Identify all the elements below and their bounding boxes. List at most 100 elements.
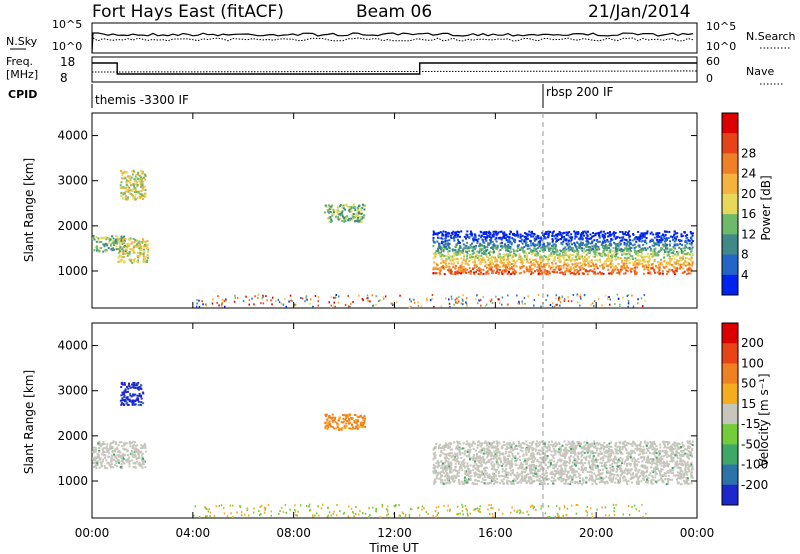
scatter-cell <box>134 462 137 465</box>
scatter-cell <box>660 261 663 264</box>
scatter-cell <box>595 263 597 266</box>
scatter-cell <box>342 207 345 210</box>
scatter-cell <box>651 254 654 257</box>
scatter-cell <box>116 242 119 245</box>
scatter-cell <box>484 304 487 307</box>
scatter-cell <box>454 249 456 252</box>
scatter-cell <box>663 253 666 256</box>
scatter-cell <box>593 245 596 248</box>
scatter-cell <box>344 216 347 219</box>
scatter-cell <box>494 446 497 449</box>
scatter-cell <box>625 238 628 241</box>
scatter-cell <box>646 260 649 263</box>
scatter-cell <box>691 440 694 443</box>
scatter-cell <box>583 259 586 262</box>
scatter-cell <box>461 482 464 485</box>
scatter-cell <box>670 258 673 260</box>
scatter-cell <box>123 454 126 457</box>
scatter-cell <box>442 234 445 237</box>
scatter-cell <box>479 242 482 245</box>
scatter-cell <box>555 303 557 306</box>
scatter-cell <box>353 220 356 223</box>
scatter-cell <box>558 257 561 259</box>
scatter-cell <box>684 239 687 242</box>
scatter-cell <box>120 170 122 172</box>
scatter-cell <box>448 461 450 464</box>
scatter-cell <box>98 457 101 460</box>
scatter-cell <box>131 383 133 386</box>
scatter-cell <box>607 449 610 452</box>
scatter-cell <box>123 448 126 451</box>
scatter-cell <box>689 242 691 245</box>
scatter-cell <box>602 230 605 233</box>
colorbar-tick-label: 24 <box>741 167 756 181</box>
scatter-cell <box>617 247 620 250</box>
scatter-cell <box>462 294 464 297</box>
scatter-cell <box>547 230 550 233</box>
scatter-cell <box>341 427 344 429</box>
scatter-cell <box>663 251 666 253</box>
scatter-cell <box>497 250 500 253</box>
scatter-cell <box>512 270 515 273</box>
scatter-cell <box>142 187 145 190</box>
scatter-cell <box>602 251 605 254</box>
scatter-cell <box>669 248 671 251</box>
scatter-cell <box>524 237 527 240</box>
scatter-cell <box>447 250 450 253</box>
scatter-cell <box>593 239 596 242</box>
scatter-cell <box>495 258 498 261</box>
scatter-cell <box>503 469 506 472</box>
scatter-cell <box>575 258 578 261</box>
scatter-cell <box>351 424 353 427</box>
scatter-cell <box>640 251 643 254</box>
scatter-cell <box>117 256 120 259</box>
scatter-cell <box>558 458 561 461</box>
scatter-cell <box>506 482 509 485</box>
scatter-cell <box>664 240 666 243</box>
scatter-cell <box>517 235 520 238</box>
nsky-panel: N.Sky 10^5 10^0 10^5 10^0 N.Search <box>6 18 796 54</box>
scatter-cell <box>140 185 143 188</box>
scatter-cell <box>103 451 106 454</box>
scatter-cell <box>627 248 630 251</box>
scatter-cell <box>548 270 551 273</box>
scatter-cell <box>521 479 524 482</box>
scatter-cell <box>124 246 127 249</box>
scatter-cell <box>609 303 611 306</box>
scatter-cell <box>413 301 416 304</box>
scatter-cell <box>464 262 467 265</box>
scatter-cell <box>603 234 606 237</box>
scatter-cell <box>690 264 693 267</box>
scatter-cell <box>100 247 103 250</box>
scatter-cell <box>636 266 639 269</box>
scatter-cell <box>591 245 594 248</box>
scatter-cell <box>665 452 667 454</box>
scatter-cell <box>623 256 626 259</box>
scatter-cell <box>132 237 135 240</box>
scatter-cell <box>524 467 527 470</box>
scatter-cell <box>314 295 317 297</box>
scatter-cell <box>327 204 330 207</box>
scatter-cell <box>438 242 441 245</box>
scatter-cell <box>531 468 534 471</box>
scatter-cell <box>133 447 136 450</box>
scatter-cell <box>640 247 643 250</box>
scatter-cell <box>344 303 347 306</box>
scatter-cell <box>458 481 460 484</box>
scatter-cell <box>582 232 585 235</box>
scatter-cell <box>479 260 482 263</box>
scatter-cell <box>582 268 585 270</box>
scatter-cell <box>531 249 534 252</box>
scatter-cell <box>662 466 665 469</box>
scatter-cell <box>462 258 465 261</box>
scatter-cell <box>667 475 670 478</box>
scatter-cell <box>116 465 118 468</box>
scatter-cell <box>554 251 557 254</box>
scatter-cell <box>127 454 129 457</box>
scatter-cell <box>467 480 470 483</box>
scatter-cell <box>624 272 627 275</box>
scatter-cell <box>625 248 628 251</box>
scatter-cell <box>508 236 511 239</box>
scatter-cell <box>682 267 685 270</box>
scatter-cell <box>658 273 661 276</box>
